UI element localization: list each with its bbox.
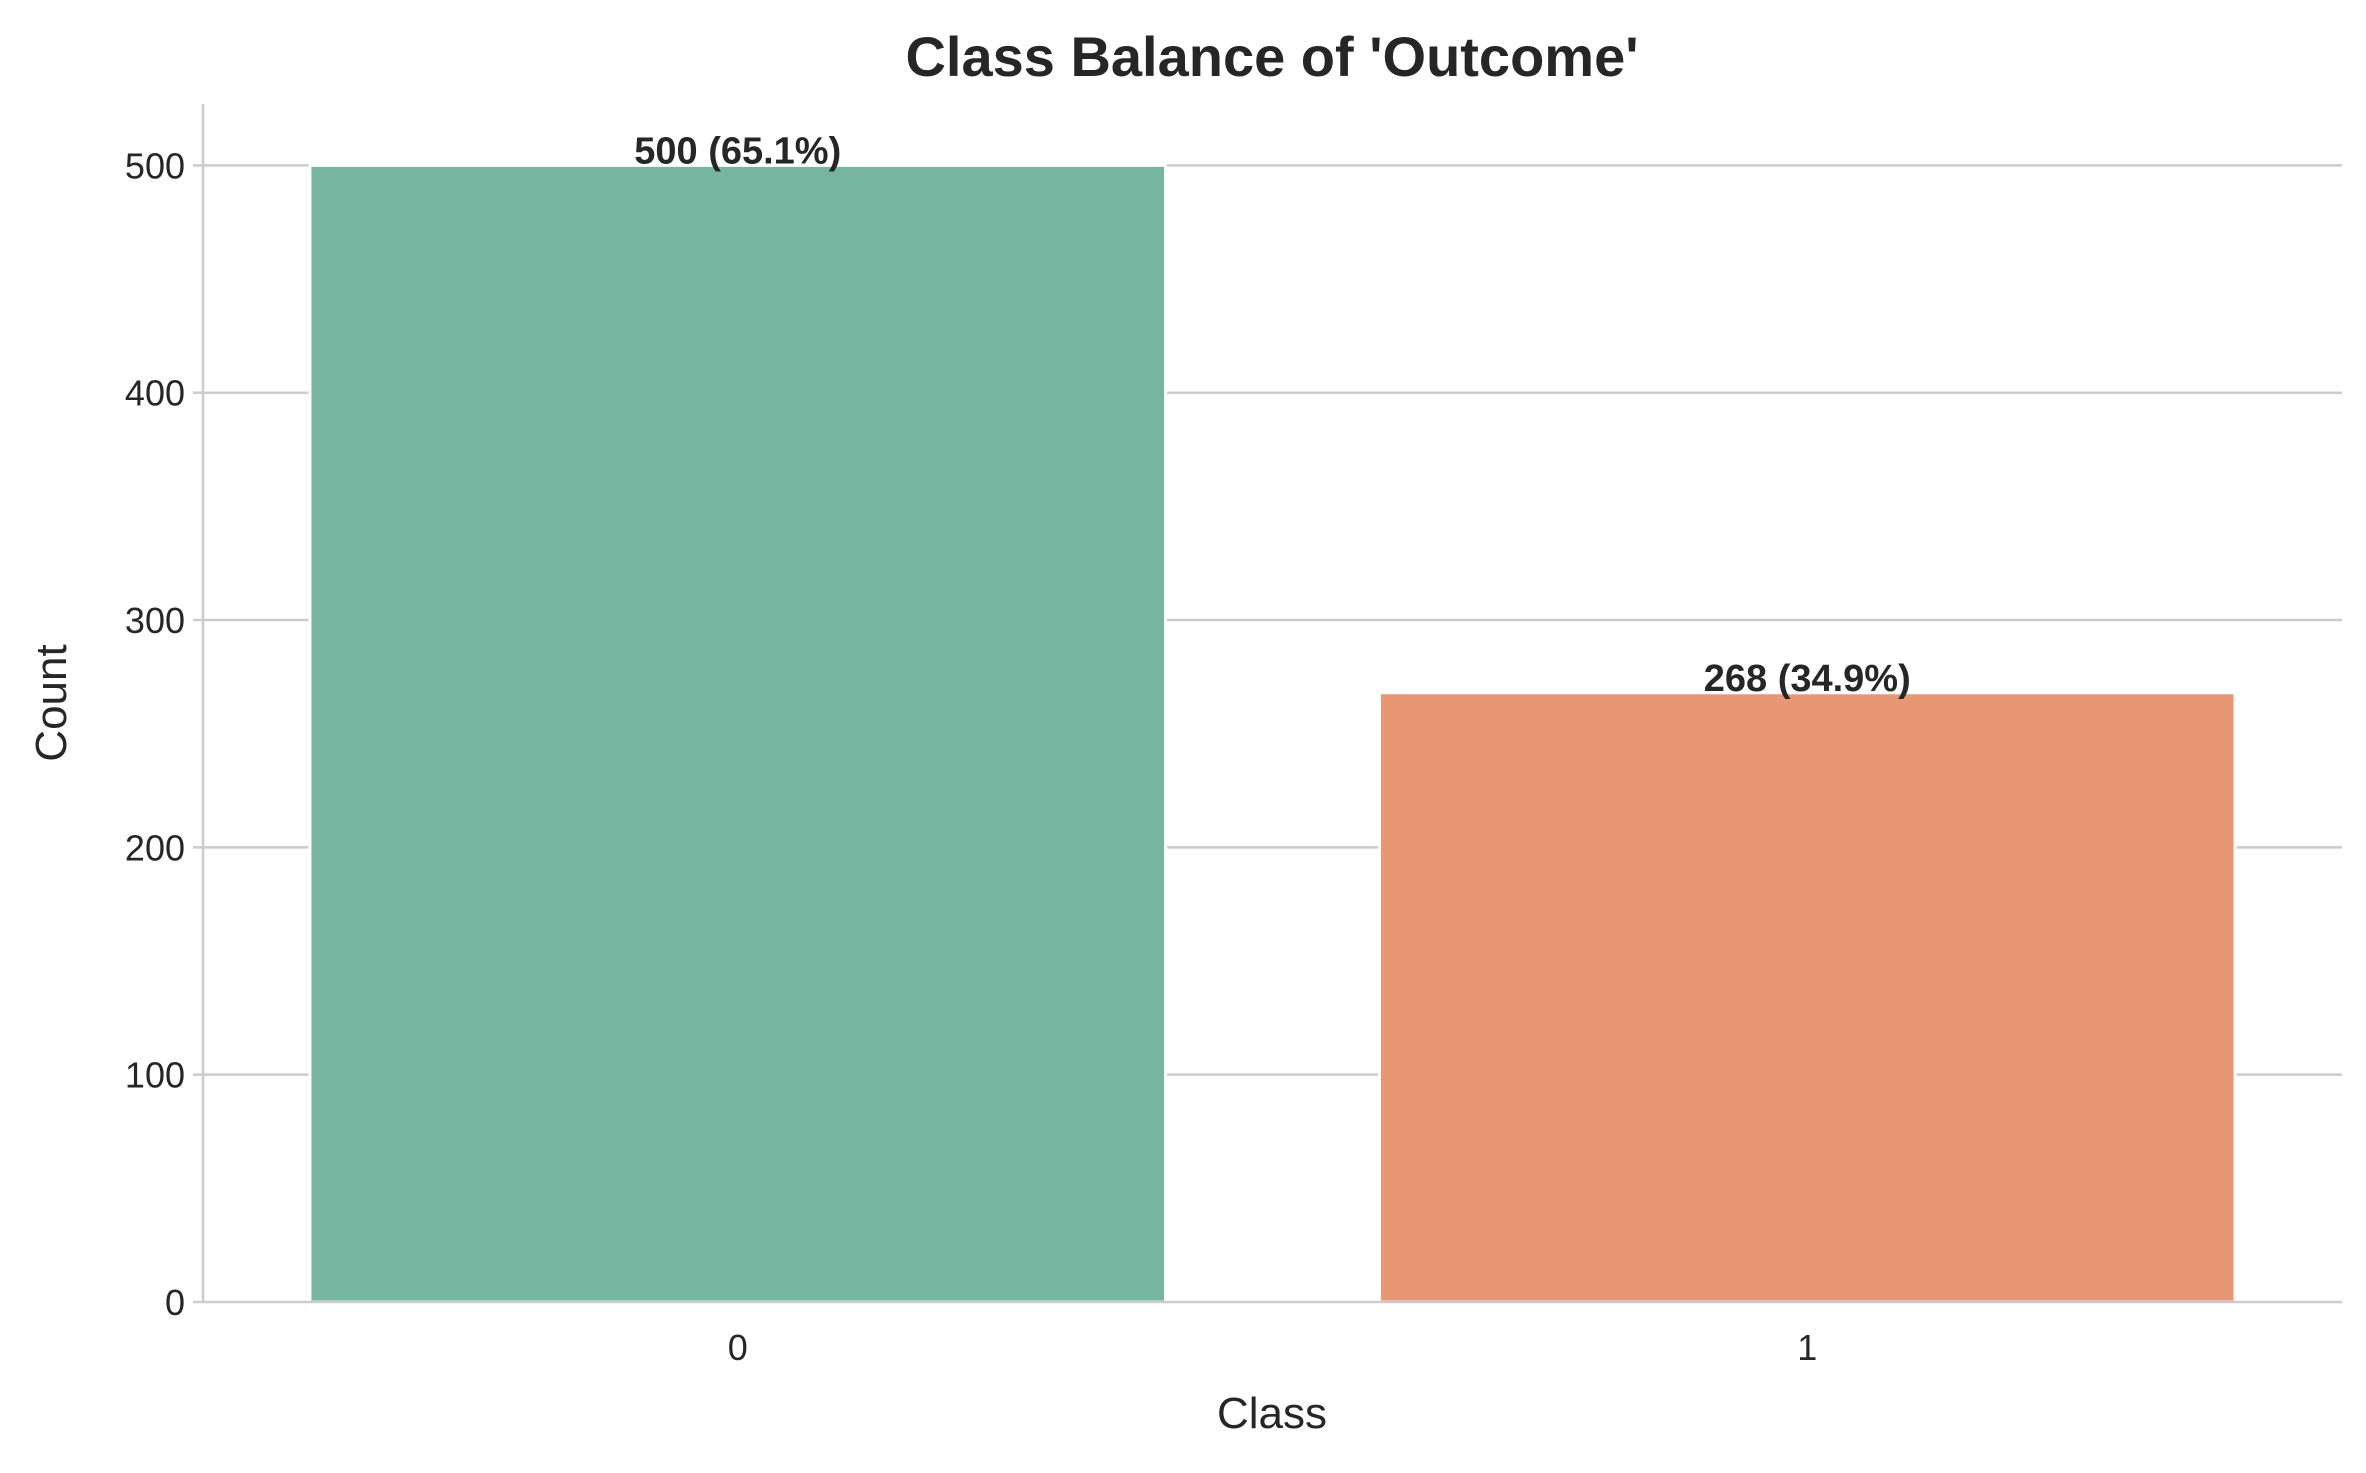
chart-title: Class Balance of 'Outcome' (905, 25, 1638, 88)
y-tick-label: 300 (125, 600, 185, 641)
y-tick-label: 100 (125, 1055, 185, 1096)
x-axis-label: Class (1217, 1389, 1327, 1438)
y-tick-label: 200 (125, 827, 185, 868)
y-tick-labels: 0 100 200 300 400 500 (125, 145, 203, 1323)
bar-class-1 (1377, 691, 2237, 1304)
y-tick-label: 0 (165, 1282, 185, 1323)
y-axis-label: Count (27, 644, 76, 761)
x-tick-label: 1 (1797, 1327, 1817, 1368)
data-labels: 500 (65.1%) 268 (34.9%) (634, 130, 1911, 699)
y-tick-label: 400 (125, 373, 185, 414)
data-label: 268 (34.9%) (1704, 658, 1911, 700)
bar-class-0 (308, 163, 1168, 1304)
x-tick-label: 0 (728, 1327, 748, 1368)
y-tick-label: 500 (125, 145, 185, 186)
data-label: 500 (65.1%) (634, 130, 841, 172)
bars (308, 163, 2237, 1304)
